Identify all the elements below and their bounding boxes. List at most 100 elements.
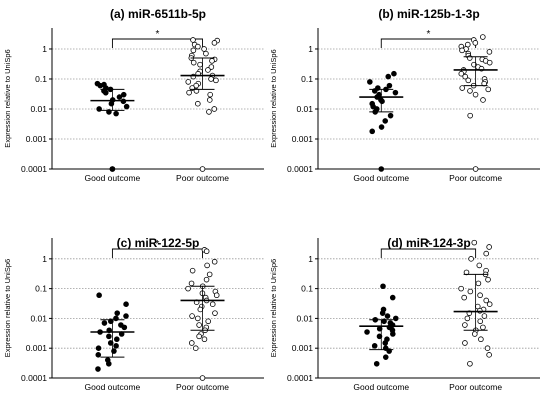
y-tick-label: 1 bbox=[42, 44, 47, 54]
x-category-label: Good outcome bbox=[353, 382, 409, 392]
data-point bbox=[471, 331, 478, 337]
data-point bbox=[376, 333, 383, 340]
data-point bbox=[472, 166, 479, 172]
y-tick-label: 0.001 bbox=[292, 134, 314, 144]
data-point bbox=[195, 315, 201, 322]
data-point bbox=[476, 262, 483, 269]
chart-title: (c) miR-122-5p bbox=[117, 236, 200, 250]
data-point bbox=[205, 67, 211, 73]
y-tick-label: 0.001 bbox=[26, 134, 48, 144]
x-category-label: Poor outcome bbox=[176, 382, 229, 392]
y-tick-label: 0.0001 bbox=[21, 164, 47, 174]
significance-marker: * bbox=[426, 239, 430, 250]
data-point bbox=[458, 285, 464, 292]
data-point bbox=[106, 333, 112, 340]
chart-title: (d) miR-124-3p bbox=[387, 236, 470, 250]
data-point bbox=[201, 46, 207, 52]
data-point bbox=[480, 97, 486, 103]
y-tick-label: 0.01 bbox=[296, 313, 313, 323]
data-point bbox=[123, 103, 130, 110]
data-point bbox=[185, 285, 191, 292]
data-point bbox=[392, 315, 399, 322]
data-point bbox=[459, 47, 465, 54]
data-point bbox=[204, 262, 210, 269]
data-point bbox=[199, 375, 206, 381]
y-axis-label: Expression relative to UniSp6 bbox=[269, 49, 278, 147]
y-tick-label: 0.01 bbox=[30, 313, 47, 323]
data-point bbox=[373, 360, 380, 367]
data-point bbox=[475, 280, 482, 287]
data-point bbox=[189, 267, 196, 274]
y-axis-label: Expression relative to UniSp6 bbox=[3, 259, 12, 357]
data-point bbox=[190, 37, 196, 43]
data-point bbox=[378, 166, 385, 172]
data-point bbox=[123, 301, 129, 307]
y-tick-label: 0.1 bbox=[35, 284, 47, 294]
data-point bbox=[207, 91, 213, 98]
data-point bbox=[462, 340, 468, 346]
data-point bbox=[389, 294, 396, 301]
data-point bbox=[458, 70, 465, 77]
data-point bbox=[477, 292, 483, 299]
data-point bbox=[483, 297, 490, 304]
data-point bbox=[199, 166, 206, 172]
x-category-label: Poor outcome bbox=[449, 173, 502, 183]
data-point bbox=[467, 288, 474, 295]
data-point bbox=[195, 100, 201, 107]
data-point bbox=[102, 89, 109, 96]
data-point bbox=[464, 315, 471, 322]
data-point bbox=[190, 59, 197, 66]
x-category-label: Good outcome bbox=[353, 173, 409, 183]
data-point bbox=[380, 283, 386, 290]
y-tick-label: 1 bbox=[308, 44, 313, 54]
y-tick-label: 1 bbox=[42, 254, 47, 264]
data-point bbox=[392, 89, 399, 96]
data-point bbox=[486, 244, 492, 250]
chart-panel-4: (d) miR-124-3p 0.0001 0.001 0.01 0.1 1 Express… bbox=[269, 236, 540, 392]
y-tick-label: 0.001 bbox=[292, 343, 314, 353]
data-point bbox=[391, 70, 397, 77]
data-point bbox=[382, 354, 389, 360]
data-point bbox=[197, 61, 203, 68]
data-point bbox=[385, 73, 392, 80]
data-point bbox=[189, 313, 195, 319]
significance-bracket bbox=[111, 248, 203, 258]
data-point bbox=[96, 106, 102, 112]
y-tick-label: 0.1 bbox=[35, 74, 47, 84]
data-point bbox=[378, 124, 385, 130]
data-point bbox=[465, 77, 472, 84]
data-point bbox=[467, 360, 473, 367]
data-point bbox=[467, 88, 473, 94]
data-point bbox=[195, 43, 201, 50]
data-point bbox=[105, 360, 112, 367]
x-category-label: Poor outcome bbox=[449, 382, 502, 392]
chart-panel-3: (c) miR-122-5p 0.0001 0.001 0.01 0.1 1 Express… bbox=[3, 236, 264, 392]
data-point bbox=[462, 322, 468, 328]
data-point bbox=[364, 329, 370, 335]
chart-panel-1: (a) miR-6511b-5p 0.0001 0.001 0.01 0.1 1 Expre… bbox=[3, 7, 264, 183]
data-point bbox=[483, 250, 490, 257]
data-point bbox=[472, 40, 479, 46]
data-point bbox=[203, 248, 210, 255]
data-point bbox=[95, 345, 102, 352]
data-point bbox=[462, 73, 468, 80]
y-tick-label: 0.001 bbox=[26, 343, 48, 353]
data-point bbox=[120, 91, 127, 98]
y-tick-label: 0.1 bbox=[301, 74, 313, 84]
data-point bbox=[121, 324, 128, 331]
data-point bbox=[113, 110, 119, 117]
data-point bbox=[371, 343, 378, 349]
data-point bbox=[386, 82, 393, 89]
data-point bbox=[211, 258, 218, 265]
data-point bbox=[208, 64, 215, 70]
data-point bbox=[196, 322, 202, 328]
data-point bbox=[113, 343, 119, 349]
data-point bbox=[367, 79, 373, 85]
data-point bbox=[203, 50, 209, 57]
significance-marker: * bbox=[426, 29, 430, 40]
data-point bbox=[486, 301, 493, 307]
x-category-label: Poor outcome bbox=[176, 173, 229, 183]
data-point bbox=[486, 59, 493, 66]
data-point bbox=[485, 86, 492, 93]
data-point bbox=[97, 82, 104, 89]
